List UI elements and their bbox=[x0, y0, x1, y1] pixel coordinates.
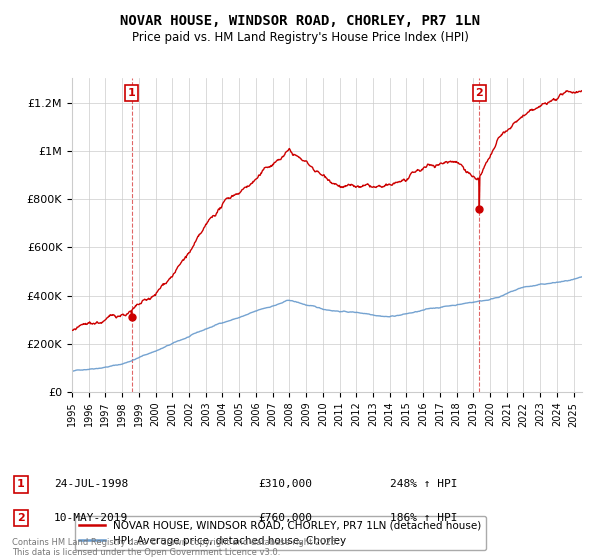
Legend: NOVAR HOUSE, WINDSOR ROAD, CHORLEY, PR7 1LN (detached house), HPI: Average price: NOVAR HOUSE, WINDSOR ROAD, CHORLEY, PR7 … bbox=[74, 516, 485, 550]
Text: 186% ↑ HPI: 186% ↑ HPI bbox=[390, 513, 458, 523]
Text: 248% ↑ HPI: 248% ↑ HPI bbox=[390, 479, 458, 489]
Text: 1: 1 bbox=[17, 479, 25, 489]
Text: Price paid vs. HM Land Registry's House Price Index (HPI): Price paid vs. HM Land Registry's House … bbox=[131, 31, 469, 44]
Text: Contains HM Land Registry data © Crown copyright and database right 2025.
This d: Contains HM Land Registry data © Crown c… bbox=[12, 538, 338, 557]
Text: 1: 1 bbox=[128, 88, 136, 98]
Text: NOVAR HOUSE, WINDSOR ROAD, CHORLEY, PR7 1LN: NOVAR HOUSE, WINDSOR ROAD, CHORLEY, PR7 … bbox=[120, 14, 480, 28]
Text: £310,000: £310,000 bbox=[258, 479, 312, 489]
Text: 2: 2 bbox=[17, 513, 25, 523]
Text: 24-JUL-1998: 24-JUL-1998 bbox=[54, 479, 128, 489]
Text: £760,000: £760,000 bbox=[258, 513, 312, 523]
Text: 2: 2 bbox=[475, 88, 483, 98]
Text: 10-MAY-2019: 10-MAY-2019 bbox=[54, 513, 128, 523]
